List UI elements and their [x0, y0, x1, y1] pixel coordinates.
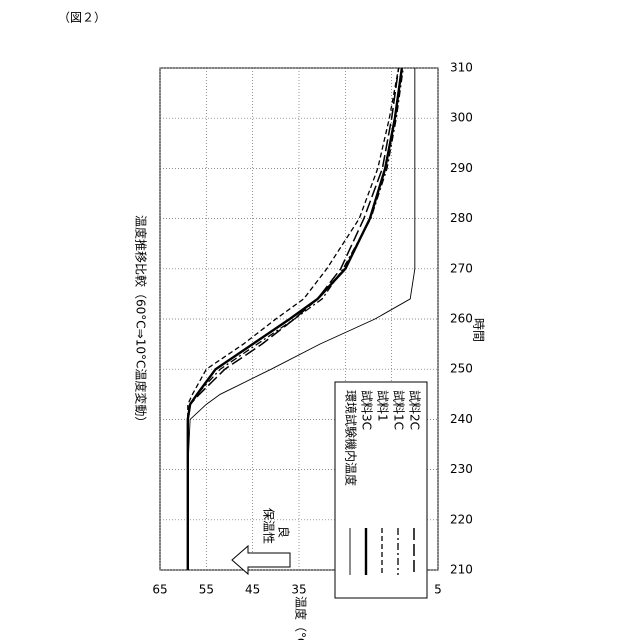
x-tick-label: 240	[450, 412, 473, 426]
legend-label: 環境試験機内温度	[344, 390, 359, 486]
legend-label: 試料2C	[408, 390, 423, 430]
annotation: 保温性	[262, 508, 276, 544]
x-tick-label: 290	[450, 161, 473, 175]
y-tick-label: 65	[152, 583, 167, 597]
x-tick-label: 230	[450, 462, 473, 476]
x-tick-label: 310	[450, 61, 473, 75]
chart-title: 温度推移比較（60°C⇒10°C温度変動）	[134, 215, 149, 428]
y-tick-label: 5	[434, 583, 442, 597]
x-tick-label: 250	[450, 362, 473, 376]
legend-label: 試料1C	[392, 390, 407, 430]
annotation: 良	[277, 526, 292, 538]
x-tick-label: 300	[450, 111, 473, 125]
x-tick-label: 220	[450, 512, 473, 526]
figure-label: （図２）	[58, 11, 106, 25]
x-axis-label: 時間	[472, 318, 486, 342]
x-tick-label: 260	[450, 312, 473, 326]
x-tick-label: 280	[450, 211, 473, 225]
y-tick-label: 55	[199, 583, 214, 597]
y-tick-label: 45	[245, 583, 260, 597]
y-tick-label: 35	[291, 583, 306, 597]
y-axis-label: 温度（°C）	[294, 596, 309, 640]
x-tick-label: 210	[450, 563, 473, 577]
x-tick-label: 270	[450, 261, 473, 275]
chart: （図２） 温度推移比較（60°C⇒10°C温度変動） 時間 温度（°C） 210…	[0, 0, 640, 640]
legend-label: 試料1	[376, 390, 391, 422]
legend-label: 試料3C	[360, 390, 375, 430]
